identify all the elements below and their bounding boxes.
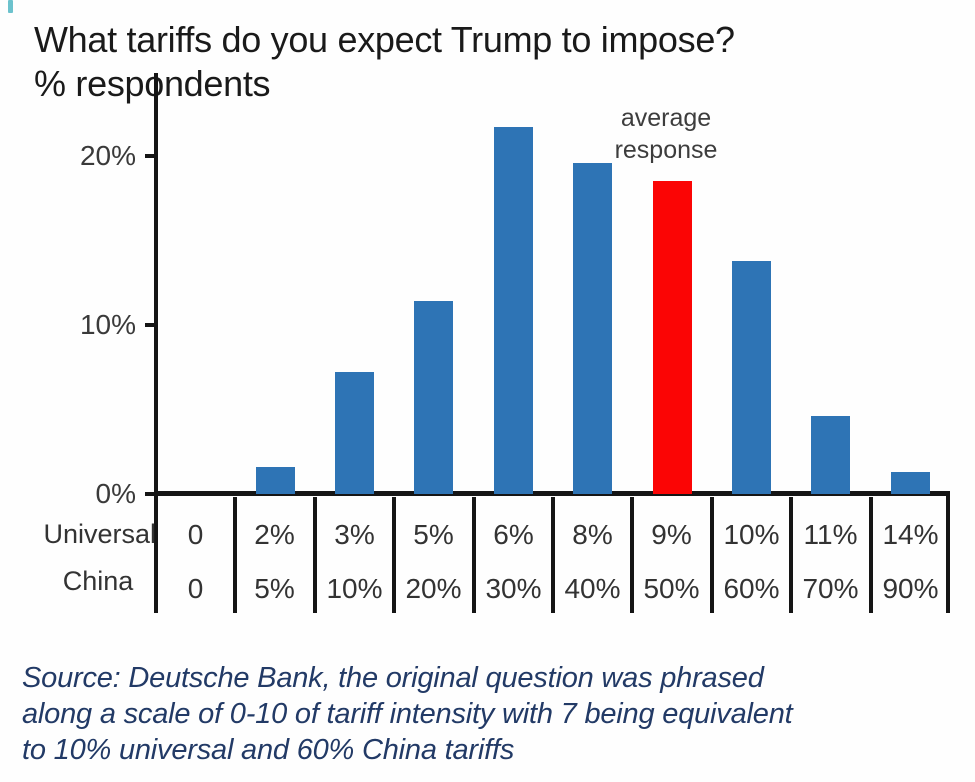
china-cell-7: 50% — [643, 573, 700, 604]
source-line-2: along a scale of 0-10 of tariff intensit… — [22, 698, 793, 730]
row-label-universal: Universal — [43, 519, 156, 549]
universal-cell-2: 2% — [254, 519, 295, 550]
table-column-separator — [630, 497, 634, 613]
universal-cell-4: 5% — [413, 519, 454, 550]
table-column-separator — [313, 497, 317, 613]
table-column-separator — [789, 497, 793, 613]
table-column-separator — [472, 497, 476, 613]
table-column-separator — [710, 497, 714, 613]
china-cell-4: 20% — [405, 573, 462, 604]
y-axis-line — [154, 73, 158, 613]
bar-column-9 — [811, 416, 850, 494]
table-column-separator — [392, 497, 396, 613]
bar-average-response — [653, 181, 692, 494]
x-axis-baseline — [154, 491, 950, 496]
table-column-separator — [946, 497, 950, 613]
y-tick-label: 20% — [79, 140, 136, 171]
chart-subtitle: % respondents — [34, 63, 271, 104]
universal-cell-7: 9% — [651, 519, 692, 550]
table-column-separator — [233, 497, 237, 613]
china-cell-2: 5% — [254, 573, 295, 604]
bar-column-4 — [414, 301, 453, 494]
source-note: Source: Deutsche Bank, the original ques… — [22, 660, 962, 768]
y-tick-mark — [145, 323, 156, 327]
table-column-separator — [551, 497, 555, 613]
table-column-separator — [869, 497, 873, 613]
china-cell-9: 70% — [802, 573, 859, 604]
annotation-line-2: response — [614, 136, 718, 164]
y-tick-label: 0% — [95, 478, 136, 509]
bar-column-3 — [335, 372, 374, 494]
bar-column-8 — [732, 261, 771, 494]
annotation-line-1: average — [620, 104, 712, 132]
china-cell-5: 30% — [485, 573, 542, 604]
universal-cell-9: 11% — [803, 519, 858, 550]
chart-title: What tariffs do you expect Trump to impo… — [34, 19, 735, 60]
china-cell-6: 40% — [564, 573, 621, 604]
source-line-1: Source: Deutsche Bank, the original ques… — [22, 662, 764, 694]
universal-cell-10: 14% — [882, 519, 939, 550]
universal-cell-6: 8% — [572, 519, 613, 550]
universal-cell-8: 10% — [723, 519, 780, 550]
average-response-annotation: average response — [556, 102, 776, 166]
y-tick-mark — [145, 154, 156, 158]
universal-cell-3: 3% — [334, 519, 375, 550]
y-tick-mark — [145, 492, 156, 496]
china-cell-10: 90% — [882, 573, 939, 604]
bar-column-5 — [494, 127, 533, 494]
bar-column-6 — [573, 163, 612, 494]
bar-column-10 — [891, 472, 930, 494]
universal-cell-1: 0 — [187, 519, 204, 550]
china-cell-8: 60% — [723, 573, 780, 604]
chart-header: What tariffs do you expect Trump to impo… — [34, 18, 735, 106]
corner-artifact — [8, 0, 13, 13]
row-label-china: China — [62, 566, 134, 596]
source-line-3: to 10% universal and 60% China tariffs — [22, 734, 515, 766]
y-tick-label: 10% — [79, 309, 136, 340]
bar-column-2 — [256, 467, 295, 494]
universal-cell-5: 6% — [493, 519, 534, 550]
china-cell-3: 10% — [326, 573, 383, 604]
china-cell-1: 0 — [187, 573, 204, 604]
